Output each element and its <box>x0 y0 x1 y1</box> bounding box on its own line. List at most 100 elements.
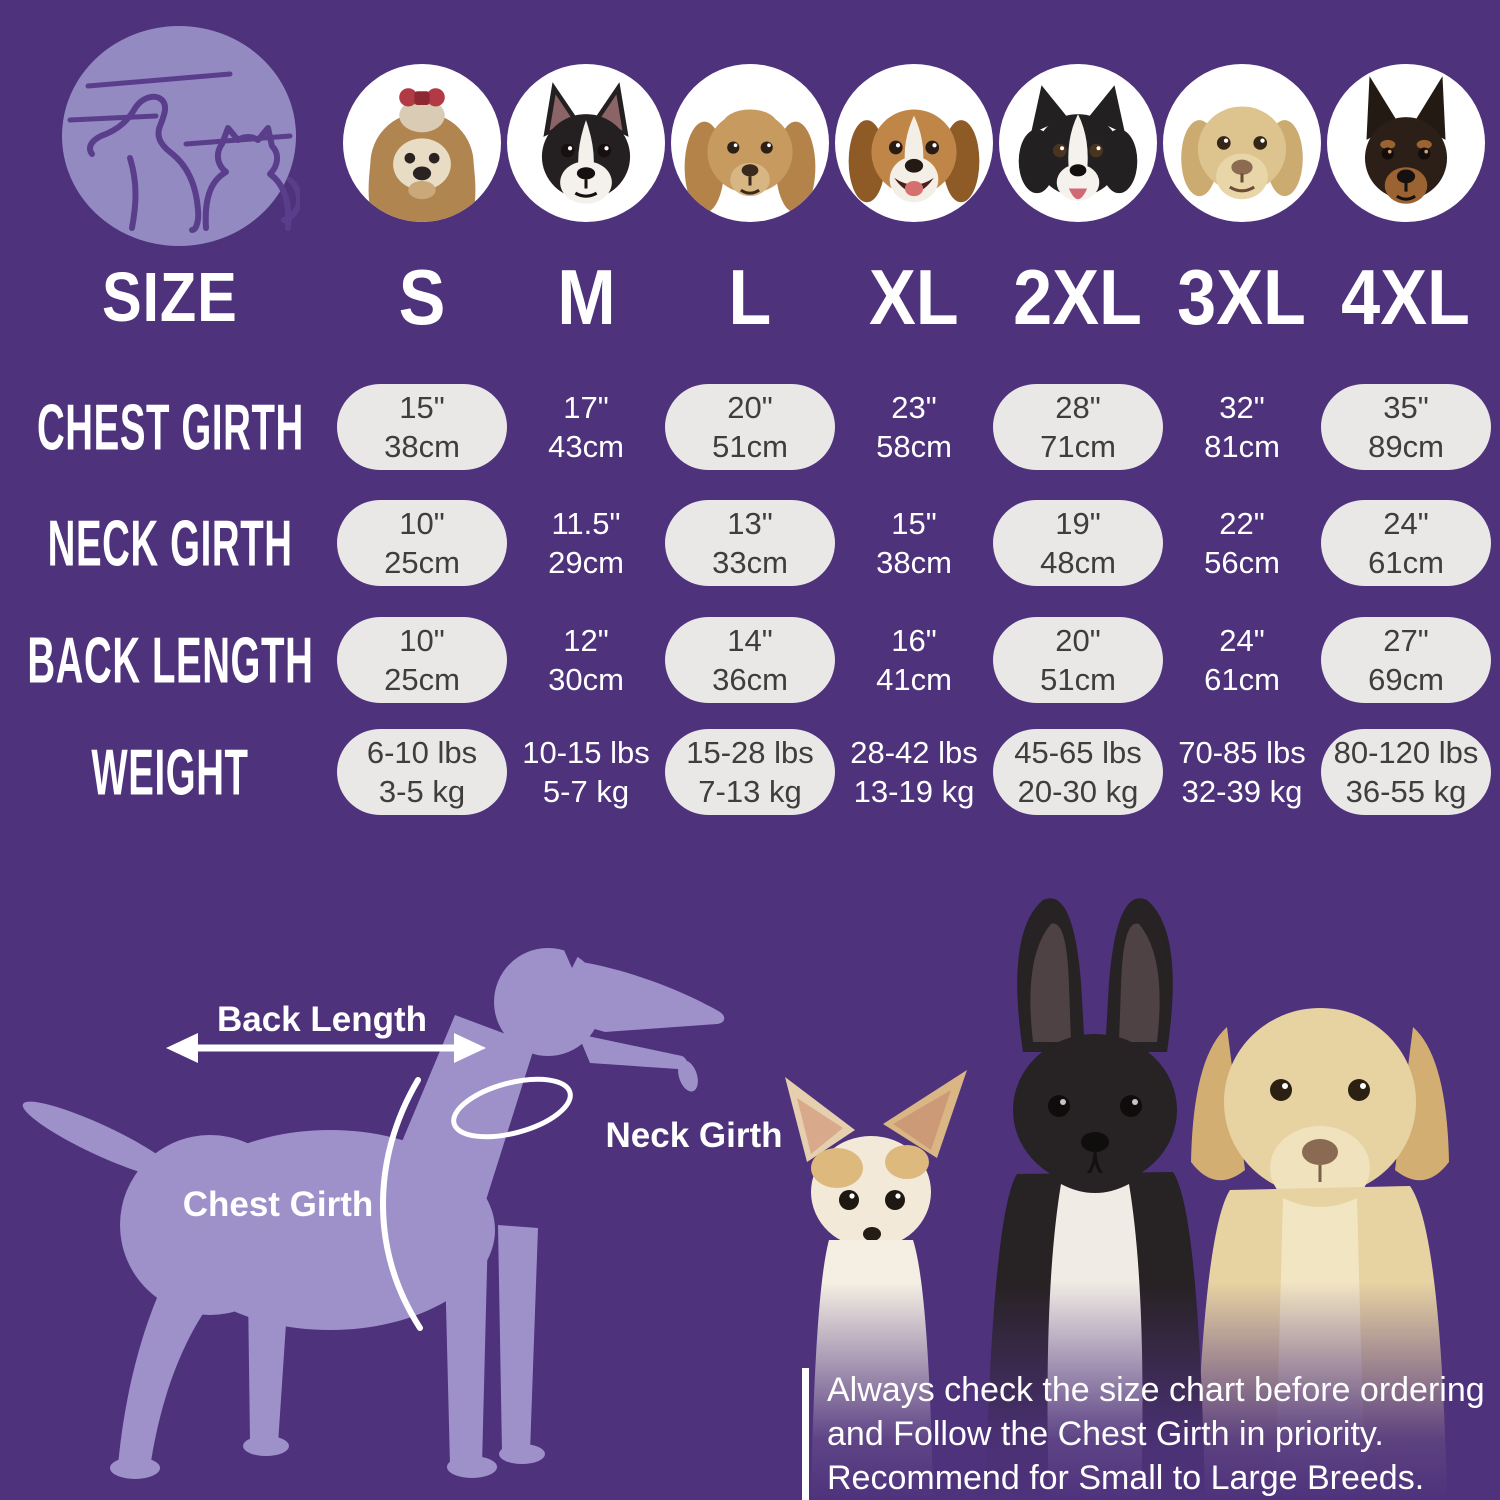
dog-silhouette <box>22 948 725 1479</box>
chest-girth-l: 20" 51cm <box>665 384 835 470</box>
value-cm: 51cm <box>1040 662 1116 697</box>
size-header-l: L <box>728 252 772 341</box>
chest-girth-line <box>380 1077 423 1331</box>
table-row-weight: WEIGHT 6-10 lbs 3-5 kg 10-15 lbs 5-7 kg 15… <box>0 717 1491 827</box>
neck-girth-xl: 15" 38cm <box>829 500 999 586</box>
doberman-photo-icon <box>1364 75 1448 204</box>
value-inches: 20" <box>727 390 773 425</box>
back-length-s: 10" 25cm <box>337 617 507 703</box>
back-length-2xl: 20" 51cm <box>993 617 1163 703</box>
value-inches: 27" <box>1383 623 1429 658</box>
chest-girth-2xl: 28" 71cm <box>993 384 1163 470</box>
neck-girth-m: 11.5" 29cm <box>501 500 671 586</box>
dog-photo-beagle <box>835 63 993 222</box>
value-kg: 36-55 kg <box>1345 774 1467 809</box>
row-label-weight: WEIGHT <box>91 735 249 809</box>
dog-photo-doberman <box>1327 63 1485 222</box>
value-cm: 38cm <box>384 429 460 464</box>
weight-xl: 28-42 lbs 13-19 kg <box>829 729 999 815</box>
value-inches: 10" <box>399 506 445 541</box>
size-header-4xl: 4XL <box>1341 252 1471 341</box>
neck-girth-label: Neck Girth <box>605 1116 783 1155</box>
brand-logo <box>58 24 302 250</box>
table-row-back-length: BACK LENGTH 10" 25cm 12" 30cm 14" 36cm 16" 4… <box>0 605 1491 715</box>
value-inches: 10" <box>399 623 445 658</box>
chest-girth-s: 15" 38cm <box>337 384 507 470</box>
note-line-3: Recommend for Small to Large Breeds. <box>827 1459 1425 1497</box>
value-lbs: 15-28 lbs <box>686 735 814 770</box>
value-cm: 25cm <box>384 545 460 580</box>
three-dogs-photo <box>755 898 1495 1500</box>
size-header-xl: XL <box>869 252 959 341</box>
size-title: SIZE <box>102 258 238 336</box>
weight-2xl: 45-65 lbs 20-30 kg <box>993 729 1163 815</box>
value-cm: 71cm <box>1040 429 1116 464</box>
back-length-arrow <box>166 1033 486 1063</box>
value-cm: 89cm <box>1368 429 1444 464</box>
dog-photo-shih-tzu <box>343 63 501 222</box>
weight-l: 15-28 lbs 7-13 kg <box>665 729 835 815</box>
value-cm: 36cm <box>712 662 788 697</box>
value-lbs: 6-10 lbs <box>366 735 478 770</box>
dog-photo-border-collie <box>999 63 1157 222</box>
cocker-spaniel-photo-icon <box>684 109 816 213</box>
value-inches: 35" <box>1383 390 1429 425</box>
value-inches: 20" <box>1055 623 1101 658</box>
value-inches: 22" <box>1219 506 1265 541</box>
boston-terrier-photo-icon <box>541 81 631 204</box>
back-length-4xl: 27" 69cm <box>1321 617 1491 703</box>
table-row-chest-girth: CHEST GIRTH 15" 38cm 17" 43cm 20" 51cm 23" 5… <box>0 372 1491 482</box>
note-line-1: Always check the size chart before order… <box>827 1371 1485 1409</box>
photo-fade-overlay <box>755 1282 1495 1500</box>
value-cm: 81cm <box>1204 429 1280 464</box>
value-cm: 61cm <box>1368 545 1444 580</box>
value-inches: 14" <box>727 623 773 658</box>
value-lbs: 28-42 lbs <box>850 735 978 770</box>
size-header-m: M <box>556 252 616 341</box>
measuring-diagram <box>22 932 725 1479</box>
neck-girth-2xl: 19" 48cm <box>993 500 1163 586</box>
value-cm: 69cm <box>1368 662 1444 697</box>
value-kg: 13-19 kg <box>853 774 975 809</box>
weight-3xl: 70-85 lbs 32-39 kg <box>1157 729 1327 815</box>
value-lbs: 45-65 lbs <box>1014 735 1142 770</box>
weight-s: 6-10 lbs 3-5 kg <box>337 729 507 815</box>
value-cm: 33cm <box>712 545 788 580</box>
value-kg: 20-30 kg <box>1017 774 1139 809</box>
dog-photo-cocker-spaniel <box>671 63 829 222</box>
back-length-l: 14" 36cm <box>665 617 835 703</box>
neck-girth-3xl: 22" 56cm <box>1157 500 1327 586</box>
value-lbs: 80-120 lbs <box>1333 735 1479 770</box>
neck-girth-4xl: 24" 61cm <box>1321 500 1491 586</box>
border-collie-photo-icon <box>1018 84 1138 201</box>
back-length-3xl: 24" 61cm <box>1157 617 1327 703</box>
note-line-2: and Follow the Chest Girth in priority. <box>827 1415 1384 1453</box>
value-cm: 51cm <box>712 429 788 464</box>
chest-girth-3xl: 32" 81cm <box>1157 384 1327 470</box>
chest-girth-m: 17" 43cm <box>501 384 671 470</box>
value-cm: 41cm <box>876 662 952 697</box>
size-header-row: SIZE S M L XL 2XL 3XL 4XL <box>0 242 1488 352</box>
value-lbs: 70-85 lbs <box>1178 735 1306 770</box>
breed-photos-row <box>0 55 1488 230</box>
dog-photo-labrador <box>1163 63 1321 222</box>
value-cm: 56cm <box>1204 545 1280 580</box>
size-header-2xl: 2XL <box>1013 252 1143 341</box>
value-kg: 3-5 kg <box>378 774 466 809</box>
dog-photo-boston-terrier <box>507 63 665 222</box>
value-cm: 61cm <box>1204 662 1280 697</box>
size-header-3xl: 3XL <box>1177 252 1307 341</box>
value-inches: 24" <box>1383 506 1429 541</box>
labrador-photo-icon <box>1181 105 1303 199</box>
weight-m: 10-15 lbs 5-7 kg <box>501 729 671 815</box>
value-inches: 15" <box>399 390 445 425</box>
value-inches: 12" <box>563 623 609 658</box>
value-kg: 32-39 kg <box>1181 774 1303 809</box>
beagle-photo-icon <box>848 109 980 202</box>
value-cm: 25cm <box>384 662 460 697</box>
row-label-back-length: BACK LENGTH <box>26 623 314 697</box>
value-lbs: 10-15 lbs <box>522 735 650 770</box>
value-cm: 58cm <box>876 429 952 464</box>
value-inches: 24" <box>1219 623 1265 658</box>
